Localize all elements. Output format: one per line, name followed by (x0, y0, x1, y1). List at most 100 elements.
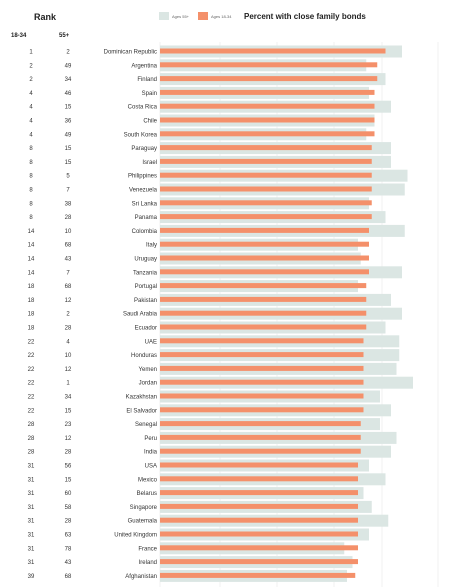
country-label-south-korea: South Korea (124, 132, 158, 138)
rank-55-plus-paraguay: 15 (65, 146, 72, 152)
rank-55-plus-finland: 34 (65, 77, 72, 83)
rank-55-plus-afghanistan: 68 (65, 574, 72, 580)
country-label-guatemala: Guatemala (128, 519, 158, 525)
rank-18-34-singapore: 31 (28, 505, 35, 511)
rank-18-34-jordan: 22 (28, 381, 35, 387)
rank-18-34-uruguay: 14 (28, 257, 35, 263)
rank-18-34-mexico: 31 (28, 477, 35, 483)
bar-ages-18-34-peru (160, 434, 361, 440)
legend-label-ages-18-34: Ages 18-34 (211, 13, 232, 19)
bar-ages-18-34-senegal (160, 421, 361, 427)
bar-ages-18-34-france (160, 545, 358, 551)
rank-18-34-paraguay: 8 (29, 146, 33, 152)
rank-18-34-afghanistan: 39 (28, 574, 35, 580)
rank-55-plus-usa: 56 (65, 464, 72, 470)
rank-18-34-argentina: 2 (29, 63, 33, 69)
rank-column-18-34-header: 18-34 (11, 33, 27, 39)
rank-55-plus-costa-rica: 15 (65, 105, 72, 111)
country-label-argentina: Argentina (131, 63, 157, 69)
bar-ages-18-34-mexico (160, 476, 358, 482)
rank-18-34-kazakhstan: 22 (28, 395, 35, 401)
rank-18-34-philippines: 8 (29, 174, 33, 180)
rank-55-plus-argentina: 49 (65, 63, 72, 69)
legend-swatch-ages-55-plus (159, 12, 169, 20)
country-label-italy: Italy (146, 243, 157, 249)
country-label-honduras: Honduras (131, 353, 157, 359)
rank-18-34-honduras: 22 (28, 353, 35, 359)
rank-18-34-portugal: 18 (28, 284, 35, 290)
bar-ages-18-34-israel (160, 158, 372, 164)
rank-18-34-india: 28 (28, 450, 35, 456)
rank-55-plus-philippines: 5 (66, 174, 70, 180)
country-label-spain: Spain (142, 91, 157, 97)
rank-55-plus-mexico: 15 (65, 477, 72, 483)
rank-18-34-venezuela: 8 (29, 188, 33, 194)
rank-18-34-el-salvador: 22 (28, 408, 35, 414)
rank-55-plus-honduras: 10 (65, 353, 72, 359)
rank-18-34-peru: 28 (28, 436, 35, 442)
legend-item-ages-55-plus: Ages 55+ (159, 12, 189, 20)
bar-ages-18-34-uae (160, 338, 364, 344)
rank-55-plus-ecuador: 28 (65, 326, 72, 332)
country-label-chile: Chile (143, 119, 157, 125)
bar-ages-18-34-dominican-republic (160, 48, 386, 54)
rank-18-34-south-korea: 4 (29, 132, 33, 138)
rank-55-plus-uruguay: 43 (65, 257, 72, 263)
rank-18-34-colombia: 14 (28, 229, 35, 235)
rank-55-plus-chile: 36 (65, 119, 72, 125)
country-label-philippines: Philippines (128, 174, 157, 180)
rank-55-plus-israel: 15 (65, 160, 72, 166)
rank-55-plus-saudi-arabia: 2 (66, 312, 70, 318)
country-label-uruguay: Uruguay (134, 257, 157, 263)
chart-title: Percent with close family bonds (244, 12, 366, 21)
bar-ages-18-34-belarus (160, 490, 358, 496)
bar-ages-18-34-united-kingdom (160, 531, 358, 537)
country-label-sri-lanka: Sri Lanka (132, 201, 158, 207)
rank-55-plus-italy: 68 (65, 243, 72, 249)
country-label-belarus: Belarus (137, 491, 157, 497)
rank-18-34-finland: 2 (29, 77, 33, 83)
bar-ages-18-34-venezuela (160, 186, 372, 192)
bar-ages-18-34-tanzania (160, 269, 369, 275)
country-label-singapore: Singapore (130, 505, 158, 511)
bar-ages-18-34-afghanistan (160, 572, 356, 578)
country-label-usa: USA (145, 464, 157, 470)
country-label-costa-rica: Costa Rica (128, 105, 158, 111)
rank-title: Rank (34, 12, 57, 22)
rank-55-plus-sri-lanka: 38 (65, 201, 72, 207)
country-label-panama: Panama (135, 215, 158, 221)
rank-18-34-pakistan: 18 (28, 298, 35, 304)
bar-ages-18-34-india (160, 448, 361, 454)
country-label-yemen: Yemen (139, 367, 157, 373)
rank-18-34-saudi-arabia: 18 (28, 312, 35, 318)
bar-ages-18-34-yemen (160, 365, 364, 371)
legend-item-ages-18-34: Ages 18-34 (198, 12, 231, 20)
rank-18-34-sri-lanka: 8 (29, 201, 33, 207)
bar-ages-18-34-costa-rica (160, 103, 375, 109)
country-label-pakistan: Pakistan (134, 298, 157, 304)
legend-label-ages-55-plus: Ages 55+ (172, 13, 190, 19)
rank-55-plus-india: 28 (65, 450, 72, 456)
country-label-colombia: Colombia (132, 229, 158, 235)
country-label-mexico: Mexico (138, 477, 158, 483)
rank-55-plus-venezuela: 7 (66, 188, 70, 194)
country-label-uae: UAE (145, 339, 157, 345)
bar-ages-18-34-usa (160, 462, 358, 468)
rank-18-34-dominican-republic: 1 (29, 50, 33, 56)
rank-18-34-spain: 4 (29, 91, 33, 97)
bar-ages-18-34-chile (160, 117, 375, 123)
country-label-israel: Israel (142, 160, 157, 166)
country-label-portugal: Portugal (135, 284, 157, 290)
rank-55-plus-peru: 12 (65, 436, 72, 442)
rank-55-plus-south-korea: 49 (65, 132, 72, 138)
bar-ages-18-34-argentina (160, 62, 378, 68)
bar-ages-18-34-italy (160, 241, 369, 247)
rank-18-34-ecuador: 18 (28, 326, 35, 332)
bar-ages-18-34-honduras (160, 352, 364, 358)
bar-ages-18-34-pakistan (160, 296, 367, 302)
bar-ages-18-34-paraguay (160, 145, 372, 151)
bar-ages-18-34-portugal (160, 283, 367, 289)
country-label-jordan: Jordan (139, 381, 157, 387)
rank-18-34-united-kingdom: 31 (28, 533, 35, 539)
